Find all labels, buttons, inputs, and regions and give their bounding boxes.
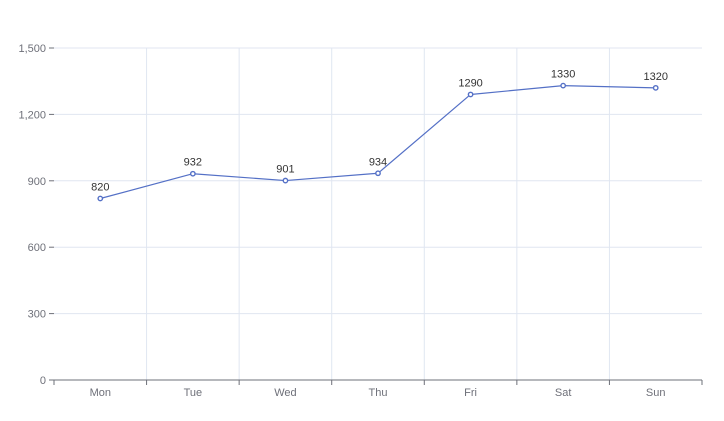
- x-tick-label: Sun: [646, 387, 666, 399]
- data-point: [652, 84, 659, 91]
- x-tick-label: Fri: [464, 387, 477, 399]
- x-tick-label: Tue: [184, 387, 203, 399]
- data-point: [282, 177, 289, 184]
- data-label: 820: [91, 182, 109, 194]
- data-label: 901: [276, 164, 294, 176]
- data-label: 1290: [458, 77, 482, 89]
- grid-lines: [54, 47, 702, 380]
- x-tick-label: Sat: [555, 387, 572, 399]
- data-label: 934: [369, 156, 387, 168]
- x-tick-label: Wed: [274, 387, 296, 399]
- data-point: [467, 91, 474, 98]
- y-tick-label: 1,200: [18, 109, 46, 121]
- data-label: 1320: [643, 71, 667, 83]
- data-label: 932: [184, 157, 202, 169]
- data-point: [189, 170, 196, 177]
- data-point: [560, 82, 567, 89]
- series-line: [100, 85, 656, 200]
- y-tick-label: 600: [28, 242, 46, 254]
- axes: 0 300 600 900 1,200 1,500 Mon Tue Wed Thu Fri Sat Su…: [18, 43, 703, 399]
- x-tick-label: Mon: [90, 387, 111, 399]
- data-point: [375, 170, 381, 177]
- data-point: [97, 195, 104, 202]
- y-tick-label: 300: [28, 309, 46, 321]
- data-labels: 820 932 901 934 1290 1330 1320: [91, 69, 668, 194]
- y-tick-label: 1,500: [18, 43, 46, 55]
- data-label: 1330: [551, 69, 575, 81]
- y-tick-label: 0: [40, 375, 46, 387]
- y-tick-label: 900: [28, 176, 46, 188]
- x-tick-label: Thu: [369, 387, 388, 399]
- series-group: [97, 82, 659, 202]
